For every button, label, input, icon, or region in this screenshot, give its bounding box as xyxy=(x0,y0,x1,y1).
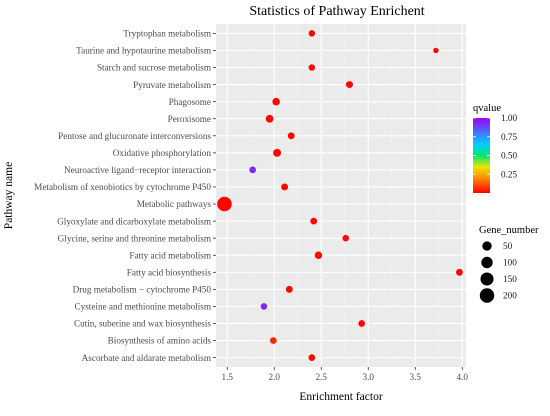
data-point xyxy=(314,251,323,259)
y-axis-title: Pathway name xyxy=(3,162,15,229)
data-point xyxy=(456,268,463,276)
y-tick-label: Oxidative phosphorylation xyxy=(113,148,212,158)
y-tick-label: Drug metabolism − cytochrome P450 xyxy=(73,285,212,295)
data-point xyxy=(308,30,316,37)
y-tick-label: Starch and sucrose metabolism xyxy=(97,63,211,73)
data-point xyxy=(281,183,289,191)
x-tick-label: 3.0 xyxy=(363,372,375,382)
gene-number-legend-title: Gene_number xyxy=(479,225,539,236)
data-point xyxy=(269,337,277,344)
gene-number-legend-label: 100 xyxy=(503,258,517,268)
y-tick-label: Fatty acid metabolism xyxy=(129,250,211,260)
y-tick-label: Pentose and glucuronate interconversions xyxy=(58,131,211,141)
data-point xyxy=(260,303,268,310)
x-tick-label: 3.5 xyxy=(410,372,422,382)
qvalue-legend-ticks: 1.00 0.75 0.50 0.25 xyxy=(473,113,517,179)
y-tick-label: Biosynthesis of amino acids xyxy=(108,336,212,346)
y-tick-label: Pyruvate metabolism xyxy=(133,80,211,90)
data-point xyxy=(287,132,295,140)
y-tick-label: Glycine, serine and threonine metabolism xyxy=(58,233,211,243)
x-tick-label: 4.0 xyxy=(456,372,468,382)
data-point xyxy=(285,285,293,293)
data-point xyxy=(308,64,316,71)
qvalue-legend: qvalue 1.00 0.75 0.50 0.25 xyxy=(473,103,517,193)
x-axis-tick-labels: 1.5 2.0 2.5 3.0 3.5 4.0 xyxy=(222,367,468,382)
gene-number-legend: Gene_number 50 100 150 200 xyxy=(479,225,539,303)
gene-number-legend-label: 200 xyxy=(503,291,517,301)
data-point xyxy=(217,196,232,212)
data-point xyxy=(310,217,318,225)
gene-number-legend-dot xyxy=(481,256,493,269)
y-tick-label: Phagosome xyxy=(169,97,211,107)
y-tick-label: Cutin, suberine and wax biosynthesis xyxy=(74,319,211,329)
colorbar-tick-label: 0.25 xyxy=(501,169,517,179)
x-axis-title: Enrichment factor xyxy=(299,391,383,403)
y-tick-label: Neuroactive ligand−receptor interaction xyxy=(64,165,211,175)
gene-number-legend-items: 50 100 150 200 xyxy=(479,241,517,303)
qvalue-legend-title: qvalue xyxy=(473,103,501,114)
x-tick-label: 1.5 xyxy=(222,372,234,382)
chart-title: Statistics of Pathway Enrichent xyxy=(249,4,424,19)
y-tick-label: Metabolic pathways xyxy=(137,199,212,209)
plot-panel xyxy=(216,24,466,367)
y-tick-label: Ascorbate and aldarate metabolism xyxy=(82,353,211,363)
colorbar-tick-label: 0.75 xyxy=(501,132,517,142)
gene-number-legend-dot xyxy=(480,272,494,286)
data-point xyxy=(433,47,439,54)
x-tick-label: 2.5 xyxy=(316,372,328,382)
data-point xyxy=(273,148,282,157)
gene-number-legend-label: 50 xyxy=(503,241,513,251)
y-axis-tick-labels: Tryptophan metabolism Taurine and hypotau… xyxy=(34,29,216,363)
gene-number-legend-dot xyxy=(482,241,492,251)
qvalue-colorbar xyxy=(473,118,490,193)
data-point xyxy=(265,114,274,123)
grid-lines xyxy=(216,24,466,367)
data-point xyxy=(249,166,257,174)
data-point xyxy=(345,81,353,89)
y-tick-label: Peroxisome xyxy=(168,114,211,124)
gene-number-legend-label: 150 xyxy=(503,274,517,284)
y-tick-label: Glyoxylate and dicarboxylate metabolism xyxy=(57,216,211,226)
y-tick-label: Metabolism of xenobiotics by cytochrome … xyxy=(34,182,211,192)
data-points xyxy=(217,30,463,361)
data-point xyxy=(308,354,316,361)
data-point xyxy=(342,234,349,242)
y-tick-label: Cysteine and methionine metabolism xyxy=(74,302,211,312)
y-tick-label: Tryptophan metabolism xyxy=(123,29,211,39)
y-tick-label: Fatty acid biosynthesis xyxy=(127,267,212,277)
x-tick-label: 2.0 xyxy=(269,372,281,382)
gene-number-legend-dot xyxy=(479,288,495,303)
data-point xyxy=(272,97,280,106)
colorbar-tick-label: 0.50 xyxy=(501,151,517,161)
colorbar-tick-label: 1.00 xyxy=(501,113,517,123)
y-tick-label: Taurine and hypotaurine metabolism xyxy=(76,46,211,56)
data-point xyxy=(358,320,366,327)
